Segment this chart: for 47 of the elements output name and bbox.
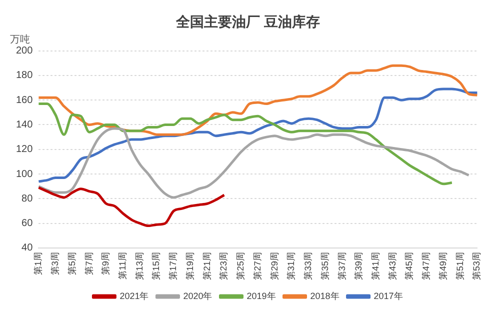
x-tick-label: 第7周 — [84, 252, 94, 276]
x-tick-label: 第31周 — [286, 252, 296, 280]
x-tick-label: 第11周 — [118, 252, 128, 280]
legend-label: 2021年 — [120, 290, 149, 301]
y-tick-label: 80 — [22, 193, 34, 204]
x-tick-label: 第49周 — [438, 252, 448, 280]
y-tick-label: 180 — [16, 70, 34, 82]
x-tick-label: 第35周 — [320, 252, 330, 280]
y-tick-label: 40 — [22, 242, 34, 254]
legend-label: 2020年 — [183, 290, 212, 301]
x-tick-label: 第13周 — [134, 252, 144, 280]
y-tick-label: 200 — [16, 46, 34, 57]
line-series — [37, 127, 470, 199]
x-tick-label: 第33周 — [303, 252, 314, 280]
line-series — [37, 102, 454, 186]
y-axis-title: 万吨 — [10, 34, 30, 46]
y-tick-label: 100 — [16, 168, 34, 180]
x-tick-label: 第27周 — [252, 252, 262, 280]
y-tick-label: 160 — [16, 94, 34, 106]
x-tick-label: 第41周 — [370, 252, 380, 280]
x-tick-label: 第9周 — [100, 252, 111, 276]
line-series — [37, 88, 478, 183]
x-tick-label: 第29周 — [269, 252, 280, 280]
x-tick-label: 第15周 — [151, 252, 162, 280]
x-tick-label: 第37周 — [336, 252, 347, 280]
x-tick-label: 第43周 — [387, 252, 398, 280]
legend-label: 2019年 — [246, 290, 276, 301]
x-tick-label: 第25周 — [236, 252, 246, 280]
y-tick-label: 140 — [16, 119, 34, 130]
y-tick-label: 120 — [16, 144, 34, 156]
x-tick-label: 第47周 — [421, 252, 432, 280]
chart-title: 全国主要油厂 豆油库存 — [175, 13, 320, 30]
x-tick-label: 第23周 — [218, 252, 229, 280]
legend-label: 2017年 — [374, 290, 403, 301]
legend-label: 2018年 — [310, 290, 340, 301]
x-tick-label: 第53周 — [472, 252, 482, 280]
x-tick-label: 第45周 — [404, 252, 414, 280]
x-tick-label: 第51周 — [454, 252, 465, 280]
x-tick-label: 第5周 — [66, 252, 77, 276]
x-tick-label: 第21周 — [202, 252, 212, 280]
x-tick-label: 第17周 — [168, 252, 178, 280]
y-tick-label: 60 — [22, 218, 34, 230]
x-tick-label: 第3周 — [50, 252, 60, 276]
x-tick-label: 第1周 — [33, 252, 44, 276]
x-tick-label: 第19周 — [184, 252, 195, 280]
x-tick-label: 第39周 — [354, 252, 364, 280]
line-series — [37, 186, 226, 228]
